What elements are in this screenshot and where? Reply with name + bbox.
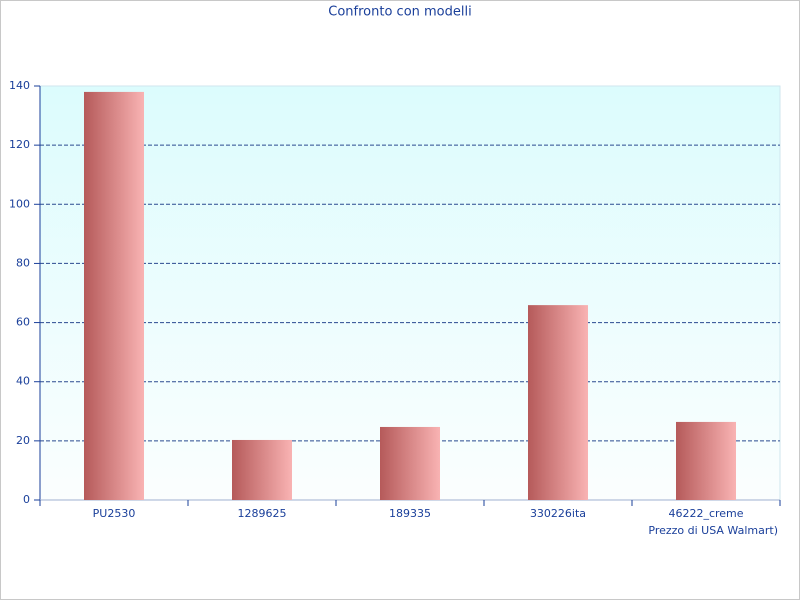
x-tick-label: 46222_creme bbox=[668, 507, 743, 520]
y-tick-label: 80 bbox=[16, 256, 30, 269]
bar bbox=[380, 426, 440, 500]
y-tick-label: 0 bbox=[23, 493, 30, 506]
x-tick-label: 330226ita bbox=[530, 507, 586, 520]
y-tick-label: 60 bbox=[16, 316, 30, 329]
y-tick-label: 40 bbox=[16, 375, 30, 388]
x-tick-label: 1289625 bbox=[238, 507, 287, 520]
x-tick-label: 189335 bbox=[389, 507, 431, 520]
bar bbox=[528, 305, 588, 500]
y-tick-label: 140 bbox=[9, 79, 30, 92]
y-tick-label: 20 bbox=[16, 434, 30, 447]
x-axis-label: Prezzo di USA Walmart) bbox=[648, 524, 778, 537]
bar bbox=[232, 439, 292, 500]
y-tick-label: 100 bbox=[9, 197, 30, 210]
bar bbox=[84, 91, 144, 501]
chart-title: Confronto con modelli bbox=[328, 5, 471, 20]
bar bbox=[676, 421, 736, 500]
y-tick-label: 120 bbox=[9, 138, 30, 151]
x-tick-label: PU2530 bbox=[93, 507, 136, 520]
